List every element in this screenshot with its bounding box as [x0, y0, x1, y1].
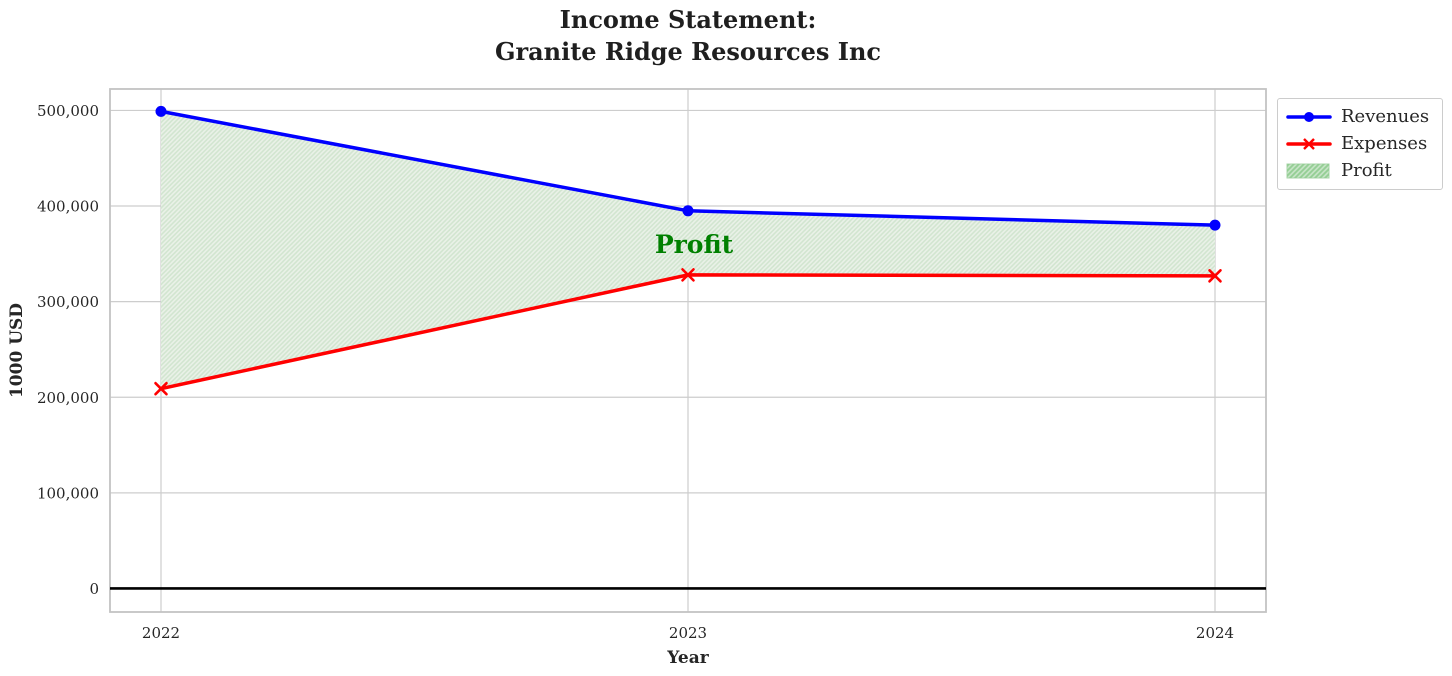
revenues-marker	[1209, 219, 1221, 231]
legend-item-expenses: Expenses	[1286, 130, 1429, 157]
legend-patch-hatch	[1287, 163, 1329, 178]
legend-item-profit: Profit	[1286, 157, 1429, 184]
expenses-marker	[681, 268, 695, 282]
x-tick-label: 2023	[669, 624, 707, 642]
y-tick-label: 400,000	[37, 198, 99, 216]
x-tick-label: 2024	[1196, 624, 1234, 642]
profit-area-hatch	[161, 111, 1215, 389]
chart-title-line1: Income Statement:	[559, 5, 817, 34]
revenues-marker	[682, 205, 694, 217]
legend-swatch-expenses	[1286, 137, 1332, 150]
legend-swatch-revenues	[1286, 111, 1332, 122]
plot-border	[109, 88, 1267, 613]
y-axis-label: 1000 USD	[7, 303, 27, 398]
legend-label: Profit	[1341, 160, 1392, 181]
expenses-marker	[154, 381, 168, 396]
y-tick-label: 500,000	[37, 102, 99, 120]
legend-swatch-profit	[1286, 163, 1330, 178]
y-tick-label: 200,000	[37, 389, 99, 407]
y-tick-label: 300,000	[37, 293, 99, 311]
profit-annotation: Profit	[655, 230, 734, 259]
y-tick-label: 0	[89, 580, 99, 598]
x-tick-label: 2022	[142, 624, 180, 642]
legend-label: Expenses	[1341, 133, 1428, 154]
legend-x-marker-icon	[1303, 137, 1315, 150]
x-axis-label: Year	[666, 648, 709, 668]
legend-circle-marker-icon	[1304, 111, 1314, 122]
revenues-marker	[155, 105, 167, 117]
y-tick-label: 100,000	[37, 484, 99, 502]
chart-title-line2: Granite Ridge Resources Inc	[494, 37, 882, 66]
legend-item-revenues: Revenues	[1286, 103, 1429, 130]
chart-title: Income Statement: Granite Ridge Resource…	[110, 4, 1266, 68]
expenses-marker	[1208, 269, 1222, 283]
legend: Revenues Expenses Profit	[1277, 98, 1444, 190]
legend-label: Revenues	[1341, 106, 1430, 127]
